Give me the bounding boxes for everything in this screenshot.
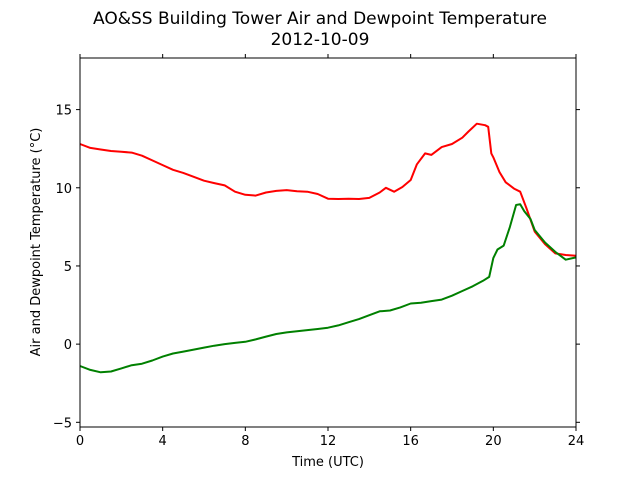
y-axis-label: Air and Dewpoint Temperature (°C): [29, 128, 44, 357]
y-tick-label: −5: [53, 416, 72, 431]
x-tick-label: 12: [320, 434, 337, 449]
tick-layer: 0 4 8 12 16 20 24 −5 0 5 10 15: [53, 54, 584, 449]
x-tick-label: 0: [76, 434, 84, 449]
x-tick-label: 24: [568, 434, 585, 449]
x-tick-label: 8: [241, 434, 249, 449]
y-tick-label: 5: [64, 260, 72, 275]
y-tick-label: 15: [55, 104, 72, 119]
x-axis-label: Time (UTC): [291, 455, 364, 470]
chart-title: AO&SS Building Tower Air and Dewpoint Te…: [93, 9, 547, 29]
x-tick-label: 16: [402, 434, 419, 449]
series-layer: [79, 122, 577, 374]
chart-subtitle: 2012-10-09: [271, 30, 370, 50]
y-tick-label: 0: [64, 338, 72, 353]
series-line-2: [79, 203, 577, 374]
x-tick-label: 4: [159, 434, 167, 449]
y-tick-label: 10: [55, 182, 72, 197]
series-line-1: [79, 122, 577, 257]
x-tick-label: 20: [485, 434, 502, 449]
